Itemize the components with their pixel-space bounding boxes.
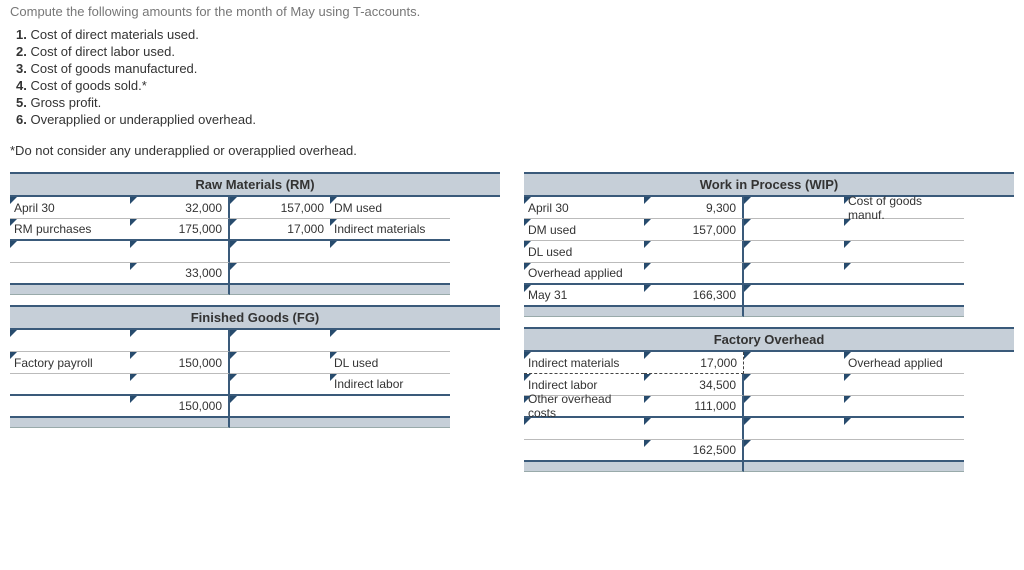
fo-r3-vr[interactable] (744, 396, 844, 418)
fg-r4-vr[interactable] (230, 396, 330, 418)
li-5-t: Gross profit. (30, 95, 101, 110)
fo-r4-lr[interactable] (844, 418, 964, 440)
li-3-t: Cost of goods manufactured. (30, 61, 197, 76)
fg-r2-ll[interactable]: Factory payroll (10, 352, 130, 374)
fo-r3-vl[interactable]: 111,000 (644, 396, 744, 418)
li-5-n: 5. (16, 95, 27, 110)
wip-r2-ll[interactable]: DM used (524, 219, 644, 241)
wip-r2-vl[interactable]: 157,000 (644, 219, 744, 241)
rm-r2-vr[interactable]: 17,000 (230, 219, 330, 241)
fg-r4-vl[interactable]: 150,000 (130, 396, 230, 418)
rm-r4-ll (10, 263, 130, 285)
fo-r4-ll[interactable] (524, 418, 644, 440)
wip-r2-lr[interactable] (844, 219, 964, 241)
wip-r1-lr[interactable]: Cost of goods manuf. (844, 197, 964, 219)
li-1-n: 1. (16, 27, 27, 42)
fo-r5-ll (524, 440, 644, 462)
rm-r2-ll[interactable]: RM purchases (10, 219, 130, 241)
fo-title: Factory Overhead (524, 327, 1014, 352)
wip-r5-vr[interactable] (744, 285, 844, 307)
rm-r1-ll[interactable]: April 30 (10, 197, 130, 219)
fg-title: Finished Goods (FG) (10, 305, 500, 330)
wip-r4-ll[interactable]: Overhead applied (524, 263, 644, 285)
rm-r4-vl[interactable]: 33,000 (130, 263, 230, 285)
li-6-t: Overapplied or underapplied overhead. (30, 112, 256, 127)
fg-r4-lr (330, 396, 450, 418)
fo-r1-vl[interactable]: 17,000 (644, 352, 744, 374)
fo-r3-ll[interactable]: Other overhead costs (524, 396, 644, 418)
fo-r2-vr[interactable] (744, 374, 844, 396)
fo-r3-lr[interactable] (844, 396, 964, 418)
finished-goods-taccount: Finished Goods (FG) Factory payroll 150,… (10, 305, 500, 428)
li-2-n: 2. (16, 44, 27, 59)
rm-title: Raw Materials (RM) (10, 172, 500, 197)
rm-r1-vr[interactable]: 157,000 (230, 197, 330, 219)
raw-materials-taccount: Raw Materials (RM) April 30 32,000 157,0… (10, 172, 500, 295)
fo-r2-lr[interactable] (844, 374, 964, 396)
fo-r5-vr[interactable] (744, 440, 844, 462)
question-list: 1. Cost of direct materials used. 2. Cos… (16, 27, 1014, 127)
wip-r5-vl[interactable]: 166,300 (644, 285, 744, 307)
fg-r3-vl[interactable] (130, 374, 230, 396)
wip-r4-vr[interactable] (744, 263, 844, 285)
li-2-t: Cost of direct labor used. (30, 44, 175, 59)
wip-r1-vl[interactable]: 9,300 (644, 197, 744, 219)
rm-r3-ll[interactable] (10, 241, 130, 263)
fg-r1-vr[interactable] (230, 330, 330, 352)
wip-r3-lr[interactable] (844, 241, 964, 263)
rm-r2-lr[interactable]: Indirect materials (330, 219, 450, 241)
wip-r4-lr[interactable] (844, 263, 964, 285)
fg-r1-lr[interactable] (330, 330, 450, 352)
wip-taccount: Work in Process (WIP) April 30 9,300 Cos… (524, 172, 1014, 317)
rm-r1-lr[interactable]: DM used (330, 197, 450, 219)
rm-r4-lr (330, 263, 450, 285)
fo-r5-lr (844, 440, 964, 462)
fg-r3-ll (10, 374, 130, 396)
fo-r2-vl[interactable]: 34,500 (644, 374, 744, 396)
fg-r3-lr[interactable]: Indirect labor (330, 374, 450, 396)
wip-r1-vr[interactable] (744, 197, 844, 219)
rm-r3-vr[interactable] (230, 241, 330, 263)
fo-r1-vr[interactable] (744, 352, 844, 374)
rm-r3-lr[interactable] (330, 241, 450, 263)
wip-r5-ll[interactable]: May 31 (524, 285, 644, 307)
fo-r4-vl[interactable] (644, 418, 744, 440)
li-3-n: 3. (16, 61, 27, 76)
fg-r2-lr[interactable]: DL used (330, 352, 450, 374)
fo-r5-vl[interactable]: 162,500 (644, 440, 744, 462)
wip-r4-vl[interactable] (644, 263, 744, 285)
wip-r3-vl[interactable] (644, 241, 744, 263)
fg-r1-ll[interactable] (10, 330, 130, 352)
fg-r3-vr[interactable] (230, 374, 330, 396)
wip-r3-ll[interactable]: DL used (524, 241, 644, 263)
li-4-t: Cost of goods sold.* (30, 78, 146, 93)
wip-r3-vr[interactable] (744, 241, 844, 263)
fg-r1-vl[interactable] (130, 330, 230, 352)
fo-r1-ll[interactable]: Indirect materials (524, 352, 644, 374)
li-4-n: 4. (16, 78, 27, 93)
footnote: *Do not consider any underapplied or ove… (10, 143, 1014, 158)
li-1-t: Cost of direct materials used. (30, 27, 198, 42)
wip-r2-vr[interactable] (744, 219, 844, 241)
li-6-n: 6. (16, 112, 27, 127)
rm-r1-vl[interactable]: 32,000 (130, 197, 230, 219)
intro-text: Compute the following amounts for the mo… (10, 4, 1014, 19)
t-accounts-grid: Raw Materials (RM) April 30 32,000 157,0… (10, 172, 1014, 482)
fg-r4-ll (10, 396, 130, 418)
fg-r2-vr[interactable] (230, 352, 330, 374)
rm-r2-vl[interactable]: 175,000 (130, 219, 230, 241)
wip-r1-ll[interactable]: April 30 (524, 197, 644, 219)
fo-r4-vr[interactable] (744, 418, 844, 440)
fg-r2-vl[interactable]: 150,000 (130, 352, 230, 374)
fo-r1-lr[interactable]: Overhead applied (844, 352, 964, 374)
rm-r3-vl[interactable] (130, 241, 230, 263)
wip-r5-lr (844, 285, 964, 307)
factory-overhead-taccount: Factory Overhead Indirect materials 17,0… (524, 327, 1014, 472)
rm-r4-vr[interactable] (230, 263, 330, 285)
